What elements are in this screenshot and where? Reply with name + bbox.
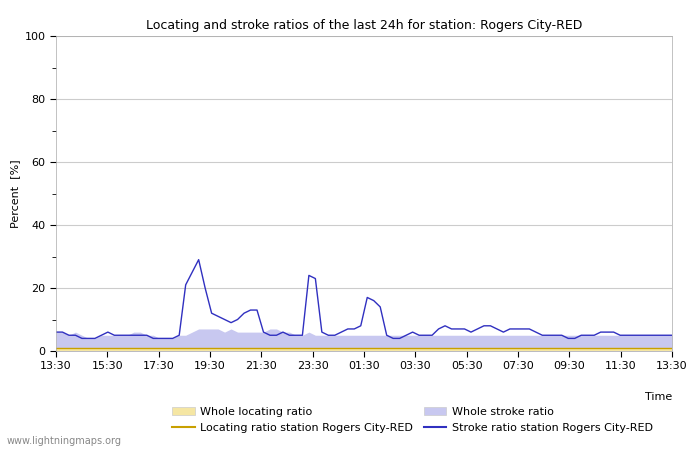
Legend: Whole locating ratio, Locating ratio station Rogers City-RED, Whole stroke ratio: Whole locating ratio, Locating ratio sta… — [172, 407, 653, 432]
Title: Locating and stroke ratios of the last 24h for station: Rogers City-RED: Locating and stroke ratios of the last 2… — [146, 19, 582, 32]
Text: Time: Time — [645, 392, 672, 402]
Y-axis label: Percent  [%]: Percent [%] — [10, 159, 20, 228]
Text: www.lightningmaps.org: www.lightningmaps.org — [7, 436, 122, 446]
